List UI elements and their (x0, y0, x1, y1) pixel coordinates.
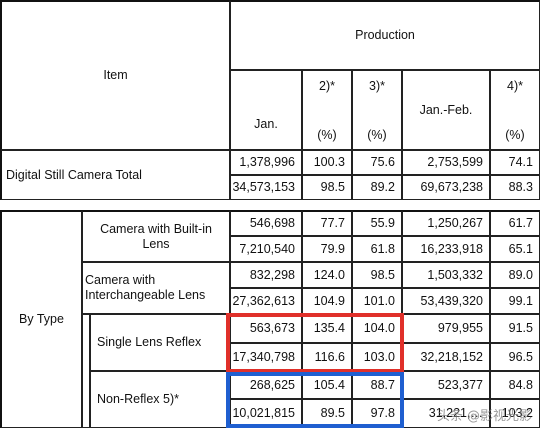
by-type-label: By Type (0, 210, 82, 428)
table-cell: 89.5 (302, 399, 352, 428)
table-cell: 135.4 (302, 314, 352, 343)
table-cell: 979,955 (402, 314, 490, 343)
table-cell: 74.1 (490, 150, 540, 175)
table-cell: 77.7 (302, 210, 352, 236)
table-cell: 55.9 (352, 210, 402, 236)
table-cell: 1,250,267 (402, 210, 490, 236)
group-label-interchangeable: Camera with Interchangeable Lens (82, 262, 230, 314)
table-cell: 84.8 (490, 371, 540, 399)
table-cell: 98.5 (352, 262, 402, 288)
table-cell: 31,221,… (402, 399, 490, 428)
watermark: 头条 @影视光影 (436, 409, 532, 424)
table-cell: 89.2 (352, 175, 402, 200)
header-col2: 2)* (%) (302, 70, 352, 150)
table-cell: 116.6 (302, 343, 352, 371)
table-cell: 7,210,540 (230, 236, 302, 262)
group-label-line: Camera with Built-in (100, 221, 212, 236)
indent-spacer (82, 314, 90, 428)
table-cell: 268,625 (230, 371, 302, 399)
table-cell: 832,298 (230, 262, 302, 288)
table-cell: 75.6 (352, 150, 402, 175)
table-cell: 27,362,613 (230, 288, 302, 314)
table-cell: 10,021,815 (230, 399, 302, 428)
table-cell: 89.0 (490, 262, 540, 288)
total-label: Digital Still Camera Total (0, 150, 230, 200)
table-cell: 546,698 (230, 210, 302, 236)
table-cell: 88.3 (490, 175, 540, 200)
table-cell: 34,573,153 (230, 175, 302, 200)
table-cell: 1,378,996 (230, 150, 302, 175)
table-cell: 53,439,320 (402, 288, 490, 314)
table-cell: 17,340,798 (230, 343, 302, 371)
table-cell: 61.7 (490, 210, 540, 236)
header-jan-label: Jan. (254, 116, 278, 131)
header-col4-title: 4)* (507, 79, 523, 93)
table-cell: 523,377 (402, 371, 490, 399)
table-cell: 69,673,238 (402, 175, 490, 200)
header-item-label: Item (103, 68, 128, 82)
header-col2-title: 2)* (319, 79, 335, 93)
group-label-builtin: Camera with Built-in Lens (82, 210, 230, 262)
group-label-line: Lens (142, 236, 170, 251)
table-cell: 98.5 (302, 175, 352, 200)
table-cell: 61.8 (352, 236, 402, 262)
table-cell: 104.0 (352, 314, 402, 343)
by-type-text: By Type (19, 312, 64, 326)
table-cell: 91.5 (490, 314, 540, 343)
header-col3-unit: (%) (367, 128, 387, 142)
group-label-nonreflex: Non-Reflex 5)* (90, 371, 230, 428)
header-item: Item (0, 0, 230, 150)
table-cell: 563,673 (230, 314, 302, 343)
header-janfeb-label: Jan.-Feb. (419, 102, 473, 117)
header-col4: 4)* (%) (490, 70, 540, 150)
table-cell: 16,233,918 (402, 236, 490, 262)
table-cell: 65.1 (490, 236, 540, 262)
table-cell: 96.5 (490, 343, 540, 371)
table-cell: 105.4 (302, 371, 352, 399)
table-cell: 124.0 (302, 262, 352, 288)
group-label-line: Camera with (85, 273, 156, 287)
group-label-line: Interchangeable Lens (85, 288, 206, 302)
table-cell: 104.9 (302, 288, 352, 314)
header-col3: 3)* (%) (352, 70, 402, 150)
table-cell: 1,503,332 (402, 262, 490, 288)
table-cell: 101.0 (352, 288, 402, 314)
group-label-line: Non-Reflex 5)* (97, 392, 179, 406)
header-col2-unit: (%) (317, 128, 337, 142)
table-cell: 100.3 (302, 150, 352, 175)
group-label-slr: Single Lens Reflex (90, 314, 230, 371)
table-cell: 103.0 (352, 343, 402, 371)
table-cell: 2,753,599 (402, 150, 490, 175)
table-cell: 99.1 (490, 288, 540, 314)
total-label-text: Digital Still Camera Total (6, 167, 142, 182)
group-label-line: Single Lens Reflex (97, 335, 202, 349)
header-production-label: Production (355, 28, 415, 42)
header-janfeb: Jan.-Feb. (402, 70, 490, 150)
header-col3-title: 3)* (369, 79, 385, 93)
table-cell: 97.8 (352, 399, 402, 428)
table-cell: 32,218,152 (402, 343, 490, 371)
header-col4-unit: (%) (505, 128, 525, 142)
header-production: Production (230, 0, 540, 70)
table-cell: 88.7 (352, 371, 402, 399)
table-cell: 79.9 (302, 236, 352, 262)
header-jan: Jan. (230, 70, 302, 150)
